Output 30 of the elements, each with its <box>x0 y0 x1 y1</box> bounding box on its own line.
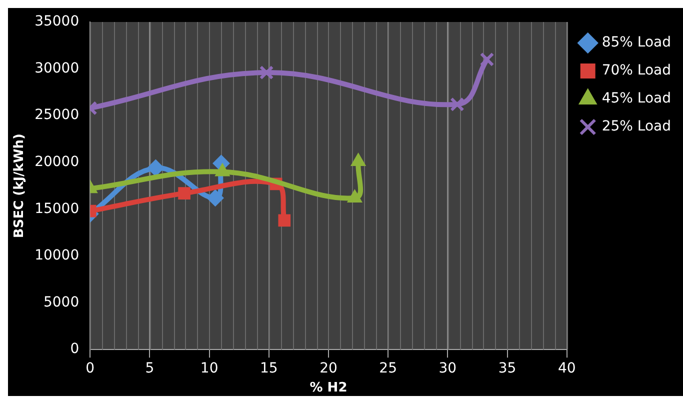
legend-label: 85% Load <box>602 34 672 51</box>
x-axis-title: % H2 <box>310 380 348 396</box>
y-tick-label: 5000 <box>43 294 80 310</box>
point <box>450 97 464 112</box>
x-tick-label: 10 <box>200 360 218 377</box>
point <box>259 65 274 80</box>
y-axis-title: BSEC (kJ/kWh) <box>12 134 28 238</box>
legend-label: 45% Load <box>602 90 672 107</box>
x-tick-label: 0 <box>86 360 95 377</box>
y-tick-label: 20000 <box>34 154 80 170</box>
x-tick-label: 35 <box>498 360 516 377</box>
point <box>480 52 494 67</box>
point <box>178 187 190 200</box>
y-tick-label: 15000 <box>34 200 80 217</box>
x-tick-label: 15 <box>260 360 278 377</box>
legend-label: 70% Load <box>602 62 672 79</box>
point <box>147 160 164 177</box>
x-tick-label: 40 <box>558 360 576 377</box>
y-tick-label: 35000 <box>34 14 80 30</box>
point <box>206 189 224 206</box>
y-tick-label: 30000 <box>34 60 80 76</box>
y-tick-label: 0 <box>70 341 80 358</box>
x-tick-label: 5 <box>145 360 154 377</box>
legend-label: 25% Load <box>602 118 672 135</box>
x-tick-label: 20 <box>320 360 338 377</box>
point <box>278 214 291 227</box>
y-tick-label: 10000 <box>34 248 80 264</box>
x-tick-label: 30 <box>438 360 457 377</box>
y-tick-label: 25000 <box>34 107 80 124</box>
x-tick-label: 25 <box>379 360 397 377</box>
